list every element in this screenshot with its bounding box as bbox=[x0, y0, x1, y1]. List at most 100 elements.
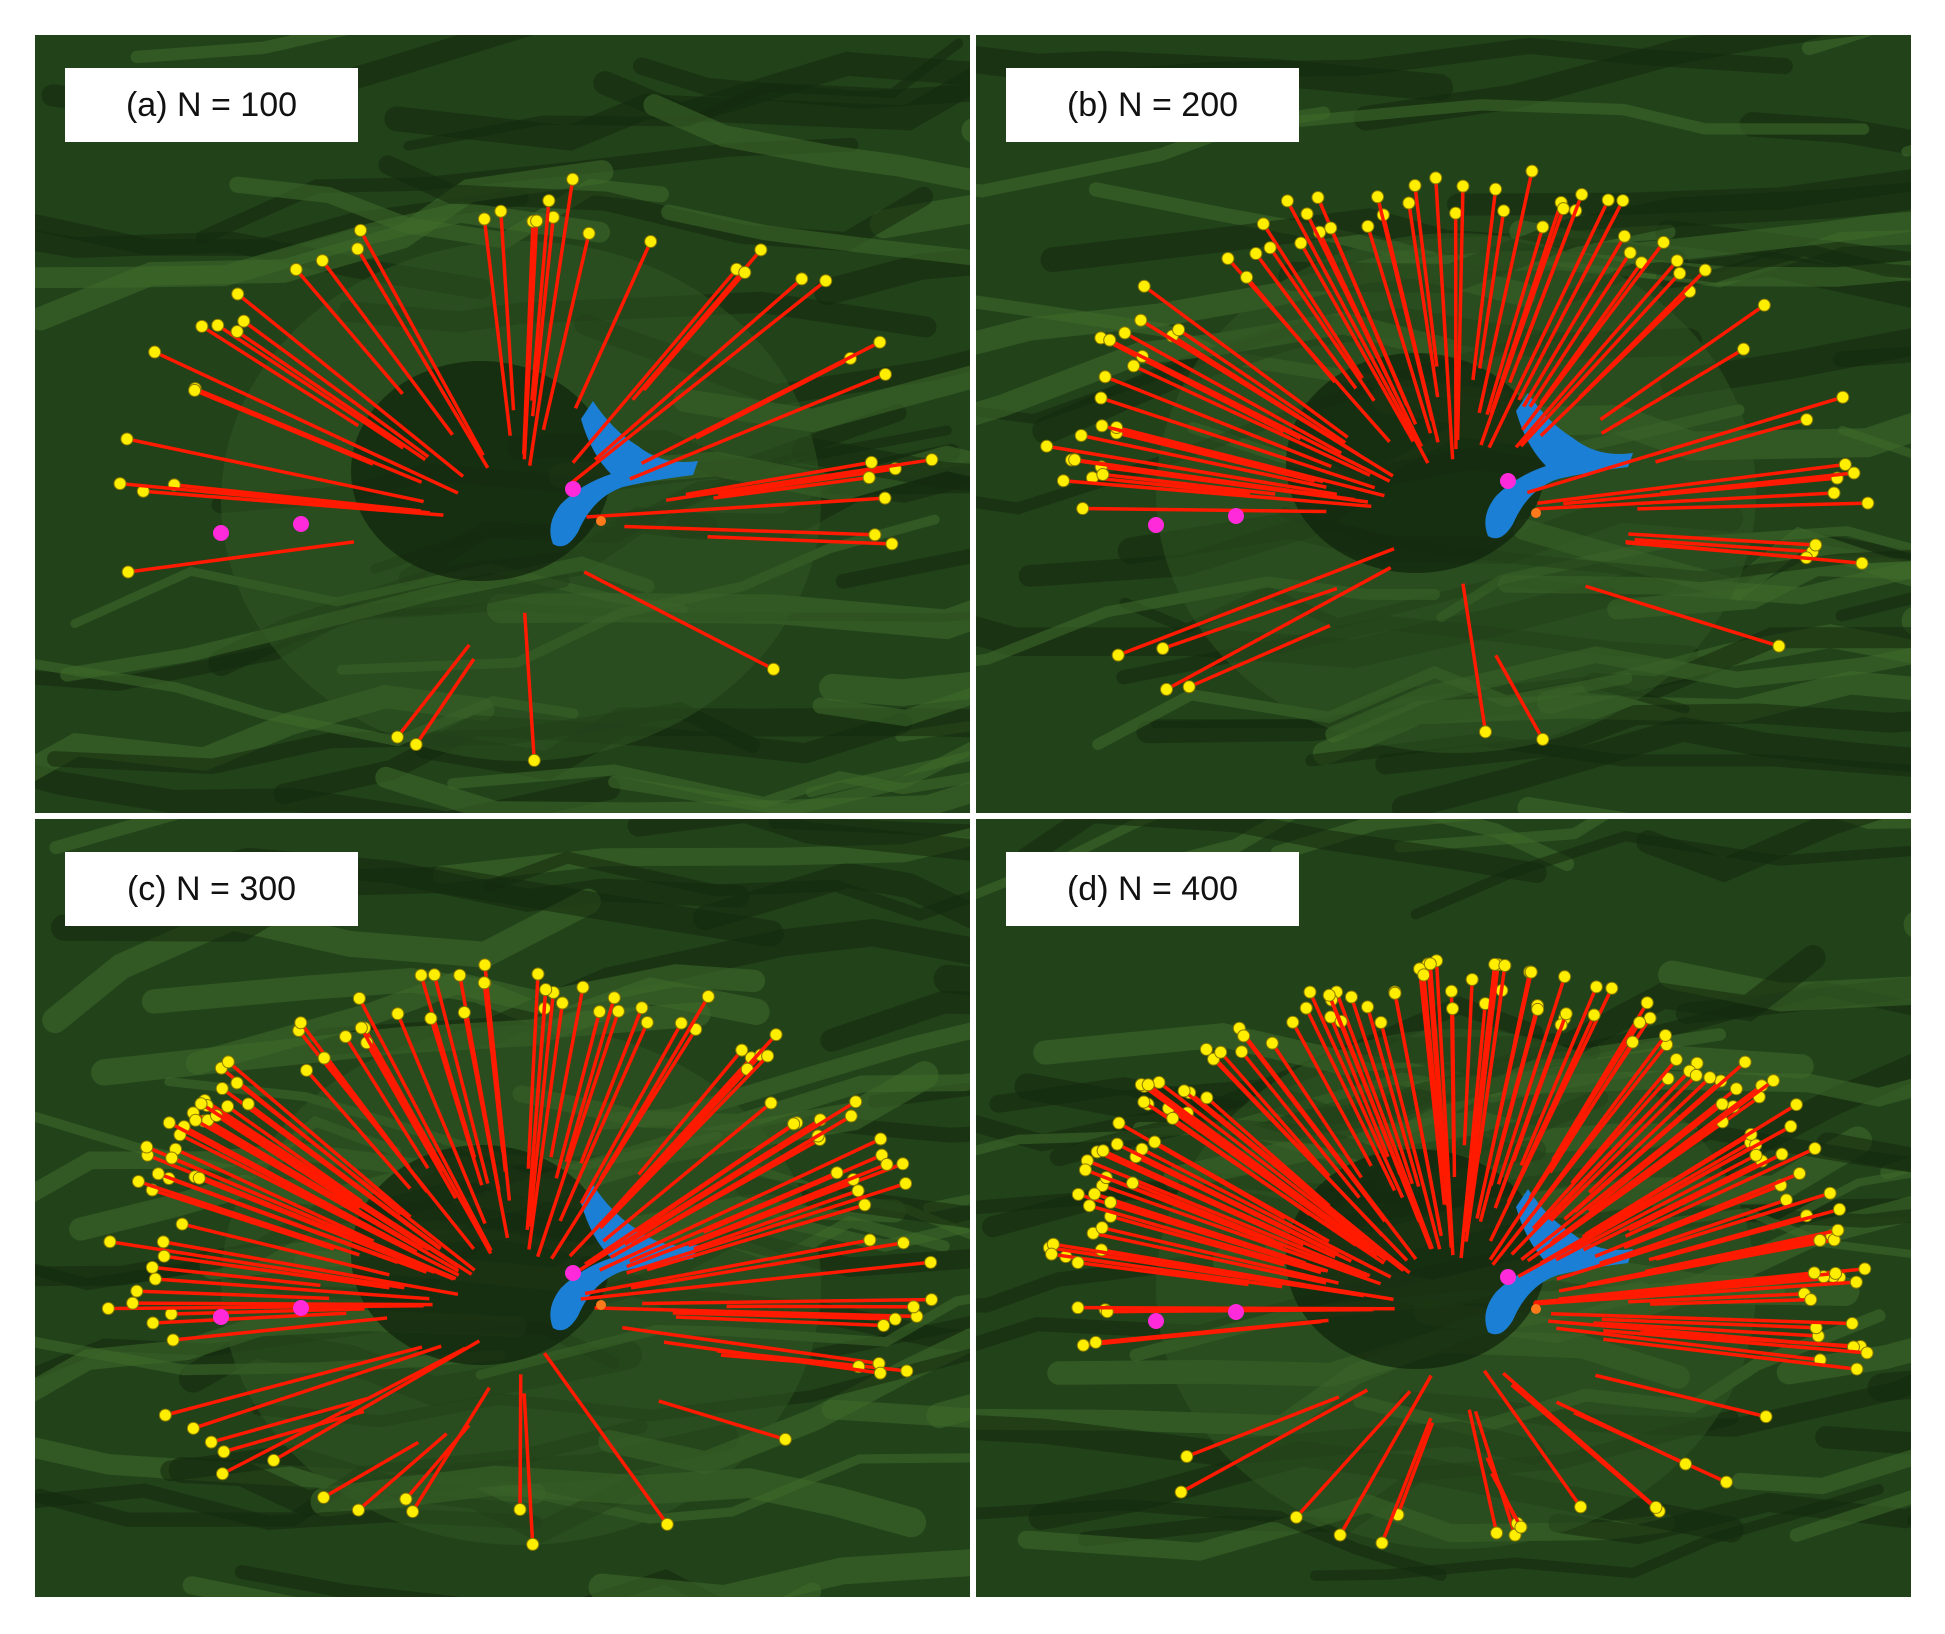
sightline bbox=[1490, 1472, 1523, 1528]
observer-point bbox=[1068, 453, 1082, 467]
observer-point bbox=[1670, 254, 1684, 268]
observer-point bbox=[1388, 986, 1402, 1000]
ridge bbox=[588, 1549, 970, 1597]
observer-point bbox=[1738, 1055, 1752, 1069]
sightline bbox=[1131, 1181, 1275, 1243]
sightline bbox=[579, 1022, 683, 1205]
observer-point bbox=[1793, 1167, 1807, 1181]
sightline bbox=[594, 1306, 917, 1319]
sightline bbox=[1655, 417, 1808, 464]
sightline bbox=[1380, 1417, 1433, 1544]
observer-point bbox=[103, 1235, 117, 1249]
sightline bbox=[584, 1122, 795, 1266]
observer-point bbox=[477, 976, 491, 990]
sightline bbox=[1539, 261, 1643, 405]
observer-point bbox=[863, 1233, 877, 1247]
observer-point bbox=[1558, 970, 1572, 984]
sightline bbox=[132, 1301, 433, 1307]
sightline bbox=[1519, 986, 1599, 1167]
observer-point bbox=[175, 1217, 189, 1231]
sightline bbox=[1299, 242, 1415, 443]
sightline bbox=[518, 1374, 523, 1510]
sightline bbox=[499, 211, 516, 411]
observer-point bbox=[237, 314, 251, 328]
sightline bbox=[598, 995, 710, 1181]
sightline bbox=[1467, 1409, 1499, 1534]
sightline bbox=[623, 1100, 857, 1246]
ridge bbox=[1092, 665, 1633, 751]
sightline bbox=[1095, 1318, 1329, 1345]
ridge bbox=[1310, 1484, 1884, 1581]
observer-point bbox=[1172, 323, 1186, 337]
observer-point bbox=[148, 1272, 162, 1286]
sightline bbox=[1365, 1006, 1421, 1188]
observer-point bbox=[1444, 984, 1458, 998]
sightline bbox=[1123, 331, 1343, 455]
ridge bbox=[384, 67, 970, 151]
ridge bbox=[1731, 1449, 1911, 1495]
vent bbox=[596, 516, 606, 526]
ridge bbox=[814, 249, 970, 306]
observer-point bbox=[1071, 1256, 1085, 1270]
sightline bbox=[168, 1121, 413, 1253]
observer-point bbox=[1757, 298, 1771, 312]
observer-point bbox=[217, 1445, 231, 1459]
sightline bbox=[1537, 1034, 1667, 1206]
sightline bbox=[119, 481, 430, 515]
observer-point bbox=[165, 1151, 179, 1165]
sightline bbox=[1334, 991, 1435, 1250]
sightline bbox=[1578, 268, 1707, 399]
observer-point bbox=[156, 1235, 170, 1249]
sightline bbox=[151, 1188, 335, 1251]
sightline bbox=[1242, 1034, 1387, 1223]
observer-point bbox=[1536, 220, 1550, 234]
sightline bbox=[1650, 1297, 1811, 1306]
sightline bbox=[1546, 1069, 1691, 1221]
observer-point bbox=[1076, 1338, 1090, 1352]
sightline bbox=[1338, 1374, 1433, 1536]
observer-point bbox=[1408, 179, 1422, 193]
observer-point bbox=[878, 491, 892, 505]
observer-point bbox=[1256, 217, 1270, 231]
observer-point bbox=[1784, 1119, 1798, 1133]
ridge bbox=[35, 659, 579, 747]
sightline bbox=[216, 323, 405, 450]
sightline bbox=[1450, 1008, 1457, 1178]
sightline bbox=[637, 1048, 744, 1176]
ridge bbox=[1398, 1374, 1911, 1437]
observer-point bbox=[1294, 236, 1308, 250]
sightline bbox=[1295, 1390, 1412, 1519]
observer-point bbox=[1103, 1195, 1117, 1209]
sightline bbox=[1261, 222, 1364, 380]
observer-point bbox=[531, 967, 545, 981]
observer-point bbox=[738, 265, 752, 279]
sightline bbox=[1393, 992, 1443, 1233]
observer-point bbox=[1126, 1176, 1140, 1190]
ridge bbox=[375, 766, 970, 813]
observer-point bbox=[1096, 467, 1110, 481]
sightline bbox=[672, 1311, 896, 1321]
sightline bbox=[530, 200, 551, 401]
observer-point bbox=[1729, 1082, 1743, 1096]
observer-point bbox=[1673, 266, 1687, 280]
observer-point bbox=[542, 194, 556, 208]
sightline bbox=[1485, 226, 1545, 416]
ridge bbox=[1270, 819, 1484, 862]
sightline bbox=[1517, 199, 1625, 401]
observer-point bbox=[1858, 1262, 1872, 1276]
observer-point bbox=[1605, 981, 1619, 995]
observer-point bbox=[1715, 1097, 1729, 1111]
sightline bbox=[685, 460, 872, 497]
observer-point bbox=[880, 1157, 894, 1171]
observer-point bbox=[607, 991, 621, 1005]
observer-point bbox=[1465, 972, 1479, 986]
sightline bbox=[172, 1316, 388, 1342]
ridge bbox=[310, 1465, 927, 1538]
sightline bbox=[1104, 375, 1332, 469]
sightline bbox=[153, 350, 459, 495]
observer-point bbox=[1074, 429, 1088, 443]
sightline bbox=[171, 1307, 365, 1316]
sightline bbox=[1519, 272, 1681, 448]
observer-point bbox=[1775, 1147, 1789, 1161]
sightline bbox=[1471, 188, 1498, 381]
